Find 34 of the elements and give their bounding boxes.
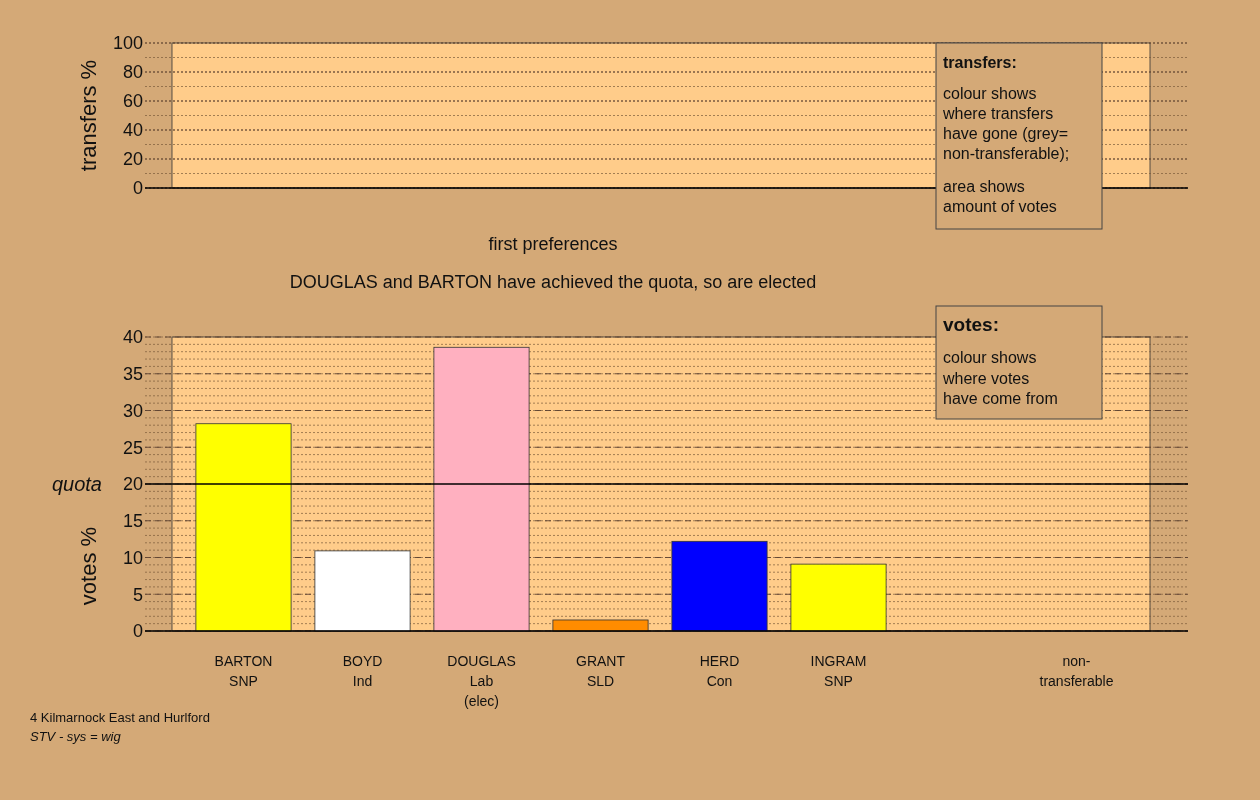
y-tick-label: 20 [122, 149, 143, 170]
y-tick-label: 35 [122, 364, 143, 385]
y-tick-label: 25 [122, 437, 143, 458]
ref-line-label: quota [51, 473, 102, 495]
text: votes: [943, 314, 999, 335]
text: STV - sys = wig [30, 729, 122, 744]
y-tick-label: 100 [112, 33, 143, 54]
y-tick-label: 0 [132, 621, 143, 642]
y-tick-label: 30 [122, 400, 143, 421]
chart-title: first preferences [488, 234, 618, 254]
y-tick-label: 15 [122, 511, 143, 532]
y-axis-title: transfers % [76, 59, 101, 172]
y-tick-label: 5 [132, 584, 143, 605]
x-tick-label: GRANT SLD [576, 653, 626, 689]
y-tick-label: 60 [122, 91, 143, 112]
x-tick-label: non- transferable [1039, 653, 1114, 689]
y-tick-label: 40 [122, 327, 143, 348]
annotation: colour shows where votes have come from [942, 349, 1058, 407]
annotation: area shows amount of votes [943, 178, 1057, 215]
y-tick-label: 20 [122, 474, 143, 495]
x-tick-label: BARTON SNP [214, 653, 273, 689]
y-tick-label: 40 [122, 120, 143, 141]
y-tick-label: 80 [122, 62, 143, 83]
x-tick-label: DOUGLAS Lab (elec) [447, 653, 516, 709]
text: 4 Kilmarnock East and Hurlford [30, 710, 210, 725]
annotation: colour shows where transfers have gone (grey= non-transferable); [942, 85, 1070, 162]
chart-subtitle: DOUGLAS and BARTON have achieved the quota, so are elected [289, 272, 817, 292]
y-axis-title: votes % [76, 526, 101, 606]
x-tick-label: HERD Con [699, 653, 740, 689]
y-tick-label: 0 [132, 178, 143, 199]
annotation: transfers: [943, 54, 1017, 71]
x-tick-label: BOYD Ind [342, 653, 383, 689]
x-tick-label: INGRAM SNP [810, 653, 867, 689]
y-tick-label: 10 [122, 547, 143, 568]
